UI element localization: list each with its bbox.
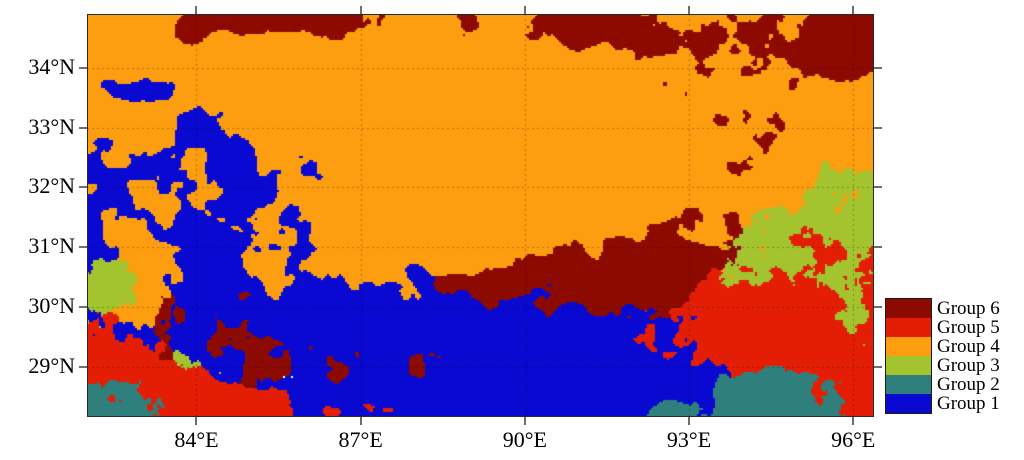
x-tick-top — [359, 6, 362, 14]
x-tick-bottom — [359, 417, 362, 425]
x-axis-label: 87°E — [338, 427, 383, 452]
y-tick-left — [79, 66, 87, 69]
legend-label-group-1: Group 1 — [937, 393, 1000, 414]
x-tick-bottom — [852, 417, 855, 425]
x-tick-bottom — [195, 417, 198, 425]
legend-label-group-2: Group 2 — [937, 374, 1000, 395]
legend-swatch-column — [885, 298, 932, 414]
legend-label-group-6: Group 6 — [937, 298, 1000, 319]
legend: Group 6 Group 5 Group 4 Group 3 Group 2 Group… — [885, 298, 1023, 418]
x-axis-label: 93°E — [666, 427, 712, 452]
y-axis-label: 29°N — [28, 352, 75, 378]
y-axis-label: 34°N — [28, 53, 75, 79]
legend-swatch-group-1 — [886, 394, 931, 413]
y-tick-right — [874, 246, 882, 249]
y-tick-left — [79, 126, 87, 129]
x-tick-top — [523, 6, 526, 14]
legend-label-group-4: Group 4 — [937, 336, 1000, 357]
legend-label-group-3: Group 3 — [937, 355, 1000, 376]
y-tick-left — [79, 365, 87, 368]
legend-swatch-group-2 — [886, 375, 931, 394]
x-tick-top — [852, 6, 855, 14]
y-tick-right — [874, 66, 882, 69]
y-axis-label: 33°N — [28, 113, 75, 139]
y-tick-right — [874, 365, 882, 368]
y-axis-label: 32°N — [28, 173, 75, 199]
x-tick-top — [195, 6, 198, 14]
x-tick-bottom — [523, 417, 526, 425]
legend-swatch-group-6 — [886, 299, 931, 318]
x-axis-label: 90°E — [502, 427, 547, 452]
x-tick-top — [688, 6, 691, 14]
legend-label-group-5: Group 5 — [937, 317, 1000, 338]
x-axis-label: 84°E — [174, 427, 219, 452]
y-tick-right — [874, 186, 882, 189]
y-tick-left — [79, 186, 87, 189]
legend-swatch-group-4 — [886, 337, 931, 356]
x-axis-label: 96°E — [831, 427, 876, 452]
y-tick-right — [874, 126, 882, 129]
y-tick-right — [874, 305, 882, 308]
y-tick-left — [79, 305, 87, 308]
y-tick-left — [79, 246, 87, 249]
y-axis-label: 30°N — [28, 292, 75, 318]
legend-swatch-group-5 — [886, 318, 931, 337]
x-tick-bottom — [688, 417, 691, 425]
map-raster-canvas — [87, 14, 874, 417]
legend-swatch-group-3 — [886, 356, 931, 375]
y-axis-label: 31°N — [28, 233, 75, 259]
